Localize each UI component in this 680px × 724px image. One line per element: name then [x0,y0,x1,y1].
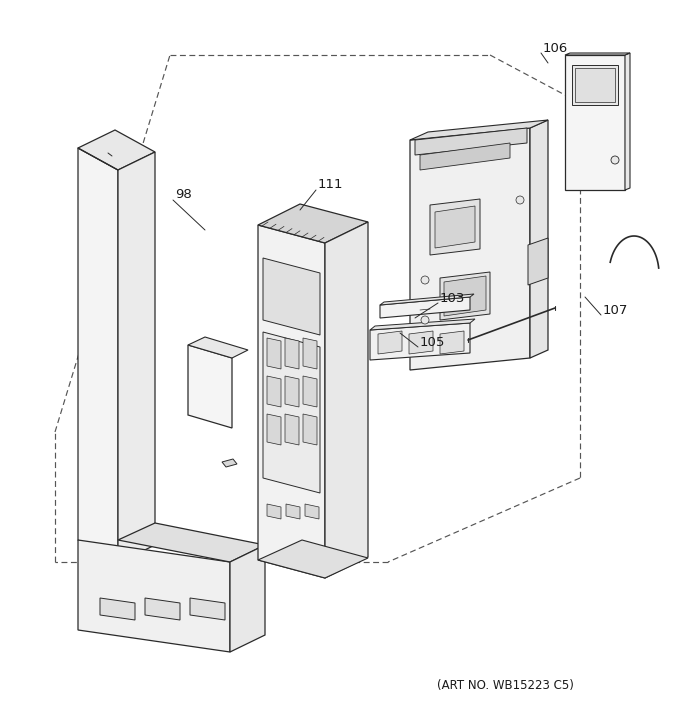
Polygon shape [420,143,510,170]
Polygon shape [575,68,615,102]
Polygon shape [303,414,317,445]
Polygon shape [303,376,317,407]
Polygon shape [380,297,470,318]
Polygon shape [258,540,368,578]
Polygon shape [188,337,248,358]
Polygon shape [370,319,475,330]
Polygon shape [222,459,237,467]
Polygon shape [145,598,180,620]
Polygon shape [530,120,548,358]
Polygon shape [286,504,300,519]
Polygon shape [415,128,527,155]
Text: (ART NO. WB15223 C5): (ART NO. WB15223 C5) [437,680,573,692]
Polygon shape [230,545,265,652]
Polygon shape [528,238,548,285]
Polygon shape [440,272,490,320]
Polygon shape [378,331,402,354]
Polygon shape [565,55,625,190]
Polygon shape [78,148,118,563]
Polygon shape [303,338,317,369]
Polygon shape [263,258,320,335]
Polygon shape [78,540,230,652]
Polygon shape [258,204,368,243]
Text: 106: 106 [543,41,568,54]
Circle shape [421,276,429,284]
Polygon shape [267,414,281,445]
Text: 105: 105 [420,335,445,348]
Text: 107: 107 [603,303,628,316]
Polygon shape [565,53,630,55]
Polygon shape [435,206,475,248]
Polygon shape [380,294,474,305]
Polygon shape [190,598,225,620]
Polygon shape [285,376,299,407]
Polygon shape [285,338,299,369]
Polygon shape [188,345,232,428]
Polygon shape [410,128,530,370]
Polygon shape [118,523,265,562]
Circle shape [421,316,429,324]
Polygon shape [325,222,368,578]
Polygon shape [430,199,480,255]
Text: 103: 103 [440,292,465,305]
Text: 111: 111 [318,179,343,192]
Polygon shape [410,120,548,140]
Polygon shape [258,225,325,578]
Circle shape [516,196,524,204]
Polygon shape [78,130,155,170]
Polygon shape [444,276,486,316]
Polygon shape [305,504,319,519]
Polygon shape [267,376,281,407]
Polygon shape [263,332,320,493]
Polygon shape [267,338,281,369]
Circle shape [611,156,619,164]
Text: 98: 98 [175,188,192,201]
Polygon shape [625,53,630,190]
Polygon shape [572,65,618,105]
Polygon shape [440,331,464,354]
Polygon shape [370,323,470,360]
Polygon shape [267,504,281,519]
Polygon shape [118,152,155,563]
Polygon shape [285,414,299,445]
Polygon shape [100,598,135,620]
Polygon shape [409,331,433,354]
